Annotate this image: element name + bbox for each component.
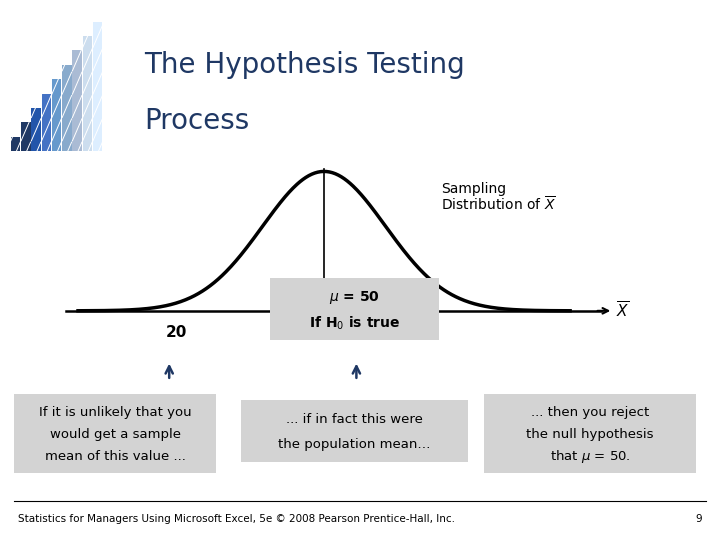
Text: 9: 9 [696, 515, 702, 524]
Text: the population mean…: the population mean… [279, 438, 431, 451]
Text: The Hypothesis Testing: The Hypothesis Testing [144, 51, 464, 79]
Bar [83, 36, 92, 151]
Bar [62, 65, 71, 151]
Bar [73, 50, 82, 151]
Text: the null hypothesis: the null hypothesis [526, 428, 654, 441]
Text: If H$_0$ is true: If H$_0$ is true [309, 314, 400, 332]
Bar [52, 79, 61, 151]
Bar [11, 137, 20, 151]
Text: ... then you reject: ... then you reject [531, 407, 649, 420]
Text: Statistics for Managers Using Microsoft Excel, 5e © 2008 Pearson Prentice-Hall, : Statistics for Managers Using Microsoft … [18, 515, 455, 524]
Text: If it is unlikely that you: If it is unlikely that you [39, 407, 192, 420]
Bar [32, 108, 41, 151]
Bar [42, 93, 51, 151]
Text: Process: Process [144, 107, 249, 135]
Text: ... if in fact this were: ... if in fact this were [286, 413, 423, 426]
Text: Sampling: Sampling [441, 181, 506, 195]
Text: that $\mu$ = 50.: that $\mu$ = 50. [549, 448, 631, 465]
Bar [93, 22, 102, 151]
Text: $\mu$ = 50: $\mu$ = 50 [329, 289, 380, 307]
Text: Distribution of $\overline{X}$: Distribution of $\overline{X}$ [441, 195, 556, 214]
Text: mean of this value ...: mean of this value ... [45, 450, 186, 463]
Text: 20: 20 [166, 326, 187, 341]
Text: would get a sample: would get a sample [50, 428, 181, 441]
Text: $\overline{X}$: $\overline{X}$ [616, 301, 629, 321]
Bar [21, 123, 30, 151]
